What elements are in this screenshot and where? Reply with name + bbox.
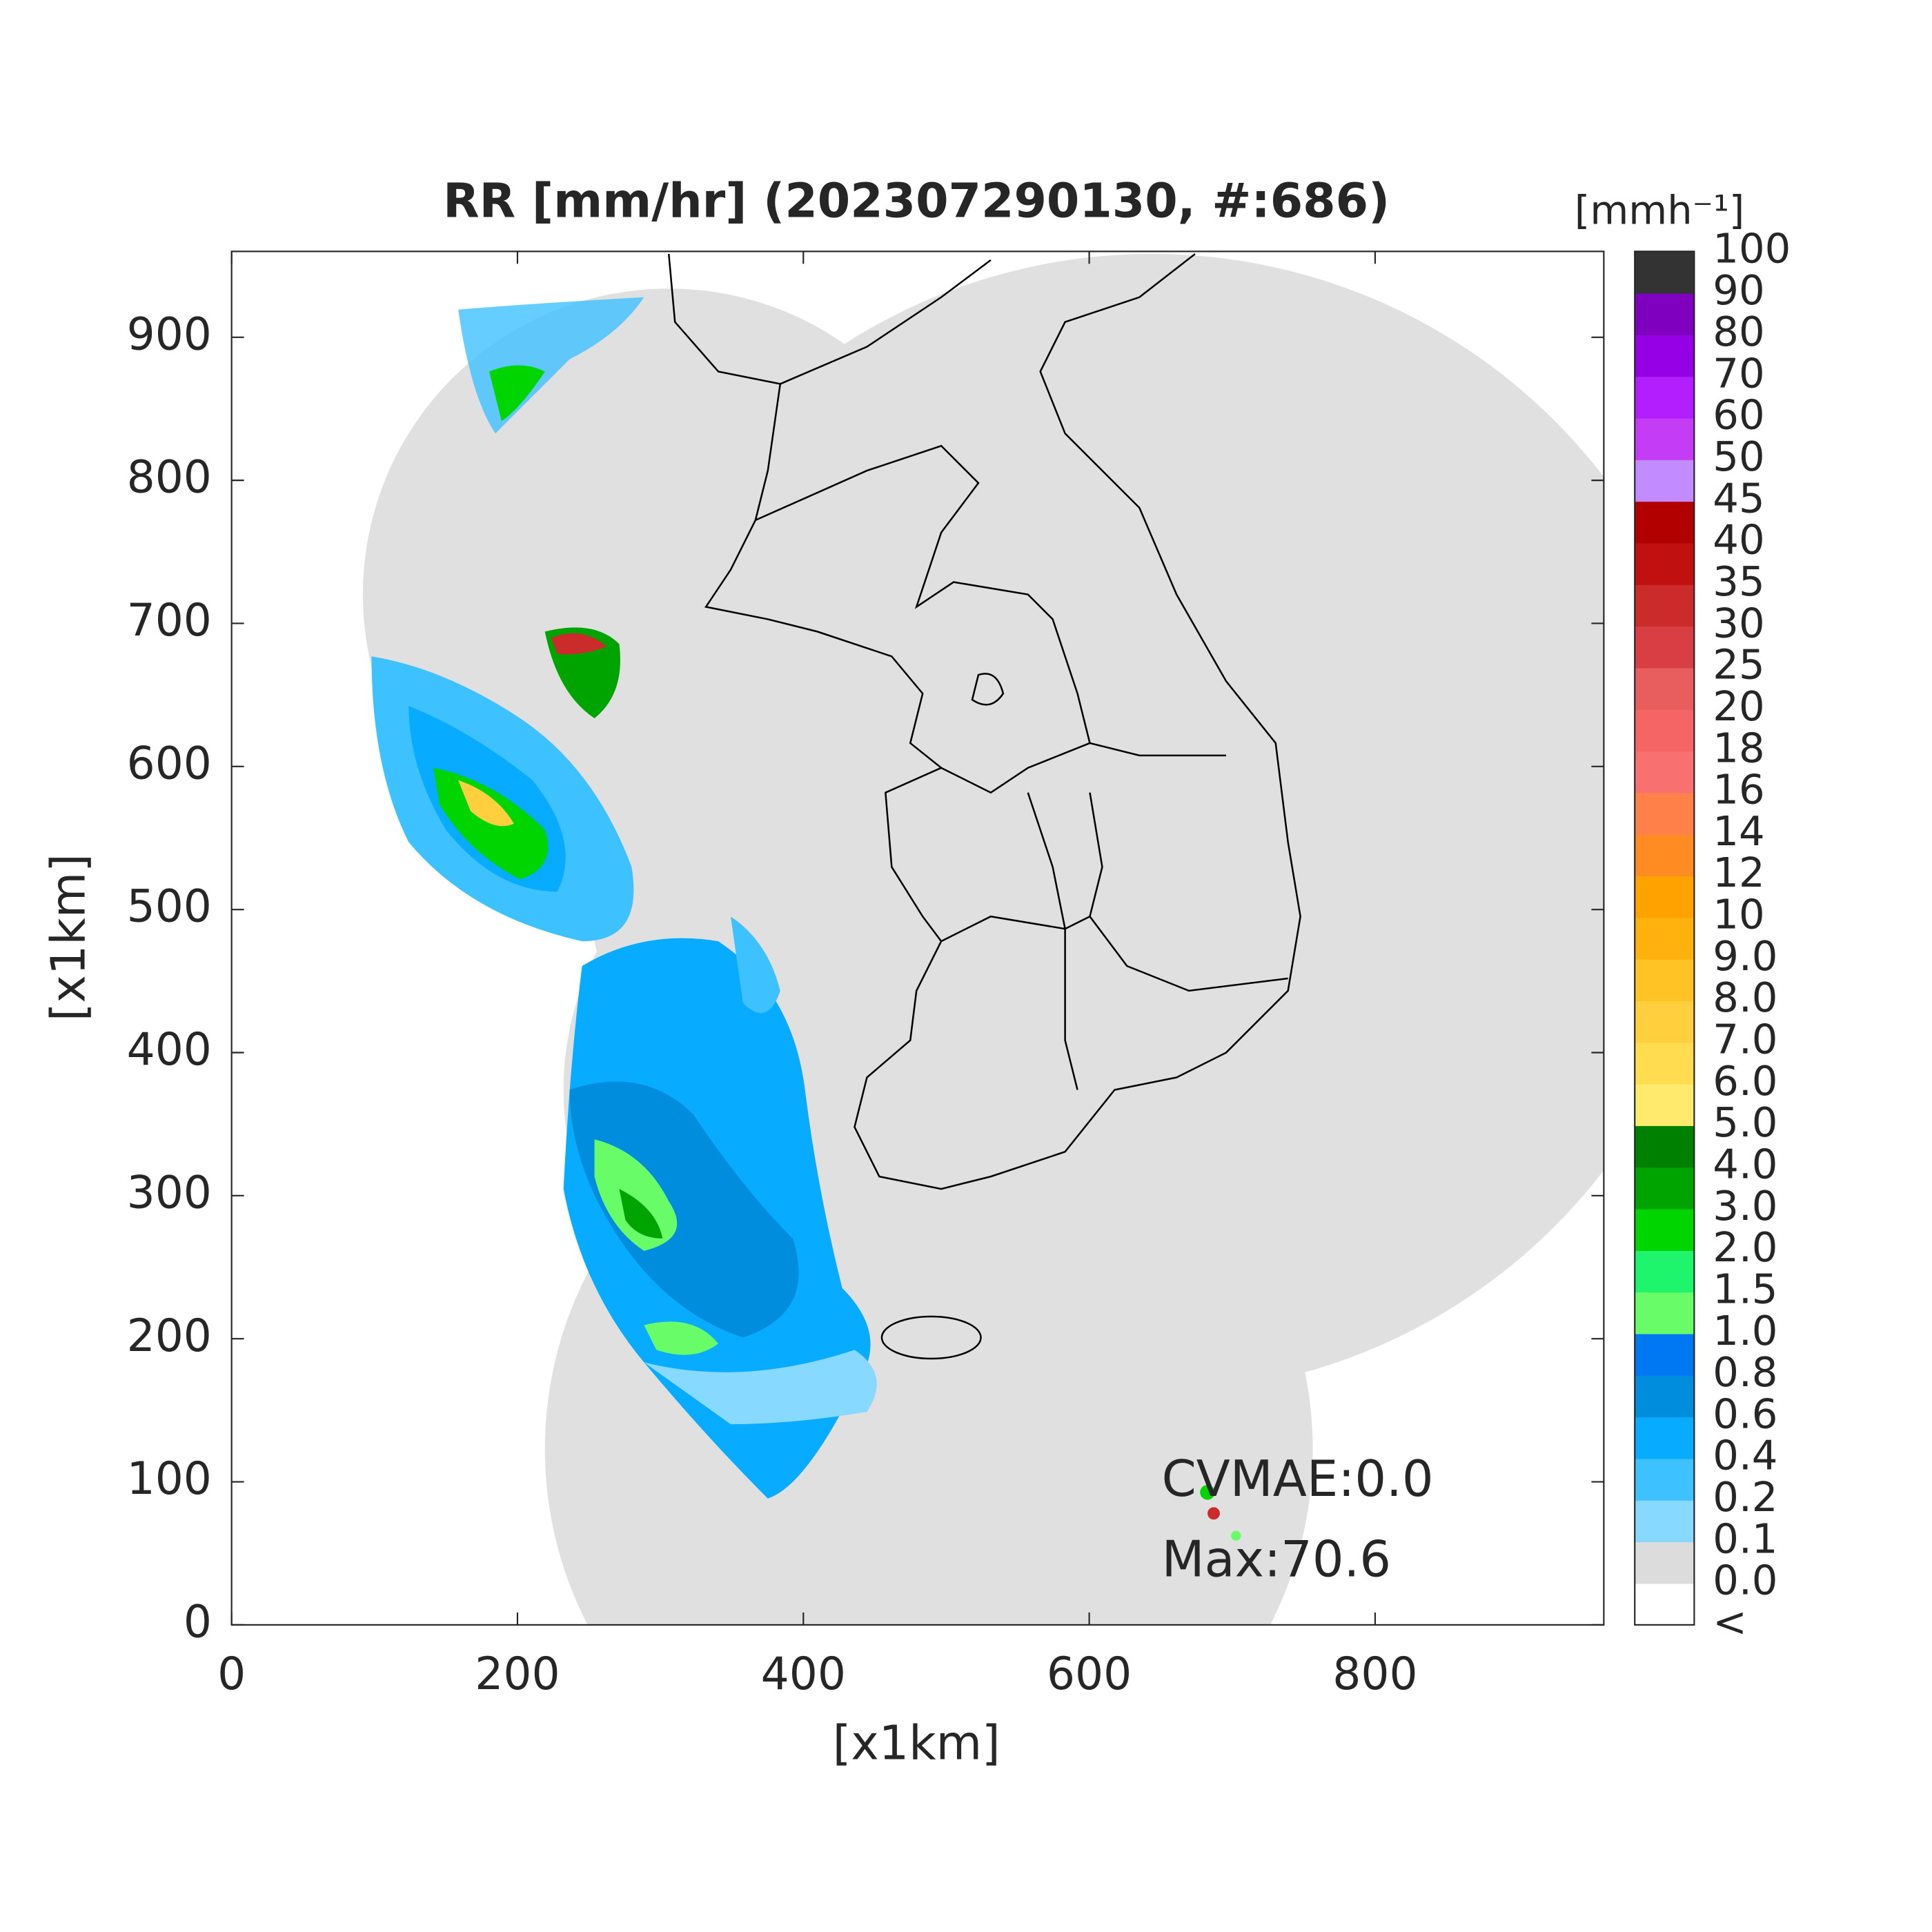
colorbar-label: 30 [1713, 599, 1764, 647]
colorbar-segment [1635, 834, 1695, 877]
colorbar-segment [1635, 459, 1695, 502]
colorbar-segment [1635, 1458, 1695, 1501]
colorbar-segment [1635, 542, 1695, 585]
colorbar-segment [1635, 626, 1695, 669]
colorbar-segment [1635, 1499, 1695, 1543]
colorbar-segment [1635, 251, 1695, 294]
colorbar-segment [1635, 1374, 1695, 1418]
colorbar-label: 20 [1713, 682, 1764, 730]
colorbar-label: 40 [1713, 516, 1764, 564]
colorbar-segment [1635, 751, 1695, 793]
colorbar-label: 4.0 [1713, 1140, 1777, 1187]
colorbar-label: 70 [1713, 349, 1764, 397]
colorbar-label: 1.0 [1713, 1307, 1777, 1354]
colorbar-label: 0.6 [1713, 1390, 1777, 1437]
y-tick-label: 200 [127, 1310, 212, 1362]
colorbar-segment [1635, 417, 1695, 460]
colorbar-label: 45 [1713, 474, 1764, 522]
y-tick-label: 100 [127, 1453, 212, 1505]
colorbar-segment [1635, 667, 1695, 710]
colorbar-frame [1634, 250, 1695, 1626]
colorbar-label: 7.0 [1713, 1016, 1777, 1063]
colorbar-label: 3.0 [1713, 1182, 1777, 1230]
colorbar-label: 8.0 [1713, 974, 1777, 1021]
colorbar-segment [1635, 1333, 1695, 1376]
colorbar-label: 9.0 [1713, 932, 1777, 980]
y-tick-label: 900 [127, 308, 212, 360]
colorbar-label: 0.0 [1713, 1557, 1777, 1604]
colorbar-segment [1635, 334, 1695, 377]
colorbar-label: 0.2 [1713, 1473, 1777, 1521]
colorbar-label: 0.1 [1713, 1515, 1777, 1562]
colorbar-label: 50 [1713, 433, 1764, 480]
colorbar-segment [1635, 293, 1695, 335]
colorbar-segment [1635, 1541, 1695, 1584]
colorbar-label: 90 [1713, 266, 1764, 314]
colorbar-label: 35 [1713, 558, 1764, 605]
colorbar-segment [1635, 792, 1695, 835]
colorbar-label: 25 [1713, 641, 1764, 689]
colorbar-title: [mmh⁻¹] [1575, 187, 1744, 233]
y-tick-label: 800 [127, 452, 212, 504]
annotation: CVMAE:0.0 [1162, 1450, 1434, 1508]
colorbar-label: 14 [1713, 807, 1764, 855]
colorbar-segment [1635, 1208, 1695, 1251]
colorbar-label: 10 [1713, 891, 1764, 938]
colorbar-label: 6.0 [1713, 1057, 1777, 1105]
x-tick-label: 0 [217, 1648, 246, 1700]
colorbar-label: 0.4 [1713, 1432, 1777, 1479]
map [362, 253, 1604, 1625]
colorbar-segment [1635, 1125, 1695, 1168]
x-tick-label: 600 [1047, 1648, 1132, 1700]
y-tick-label: 0 [184, 1596, 212, 1648]
colorbar-label: 1.5 [1713, 1265, 1777, 1312]
y-tick-label: 300 [127, 1167, 212, 1219]
colorbar-label: 0.8 [1713, 1348, 1777, 1396]
colorbar-label: 18 [1713, 724, 1764, 771]
colorbar-segment [1635, 1250, 1695, 1293]
colorbar-label: 16 [1713, 766, 1764, 814]
precipitation [371, 297, 1241, 1541]
colorbar-segment [1635, 709, 1695, 752]
colorbar-segment [1635, 376, 1695, 419]
colorbar-segment [1635, 501, 1695, 544]
colorbar-segment [1635, 1417, 1695, 1459]
y-axis-label: [x1km] [42, 854, 97, 1021]
x-tick-label: 200 [475, 1648, 560, 1700]
y-tick-label: 500 [127, 881, 212, 933]
colorbar-label: 80 [1713, 308, 1764, 355]
colorbar-segment [1635, 1583, 1695, 1626]
x-axis-label: [x1km] [833, 1716, 1000, 1771]
colorbar-segment [1635, 917, 1695, 960]
colorbar-segment [1635, 1292, 1695, 1334]
colorbar-label: 5.0 [1713, 1098, 1777, 1146]
colorbar-segment [1635, 584, 1695, 627]
colorbar-label: < [1713, 1598, 1747, 1646]
chart-title: RR [mm/hr] (202307290130, #:686) [443, 175, 1390, 229]
colorbar-segment [1635, 1000, 1695, 1043]
x-tick-label: 800 [1332, 1648, 1417, 1700]
axes-frame [230, 250, 1605, 1626]
colorbar-segment [1635, 876, 1695, 918]
colorbar-label: 60 [1713, 391, 1764, 439]
coastline [667, 253, 1301, 1360]
colorbar-segment [1635, 958, 1695, 1001]
y-tick-label: 400 [127, 1024, 212, 1076]
x-tick-label: 400 [761, 1648, 846, 1700]
colorbar-label: 2.0 [1713, 1223, 1777, 1271]
colorbar-label: 100 [1713, 224, 1791, 272]
colorbar-label: 12 [1713, 849, 1764, 896]
colorbar-segment [1635, 1167, 1695, 1210]
y-tick-label: 600 [127, 738, 212, 789]
colorbar-segment [1635, 1042, 1695, 1085]
annotation: Max:70.6 [1162, 1530, 1391, 1588]
y-tick-label: 700 [127, 595, 212, 647]
colorbar-segment [1635, 1083, 1695, 1126]
